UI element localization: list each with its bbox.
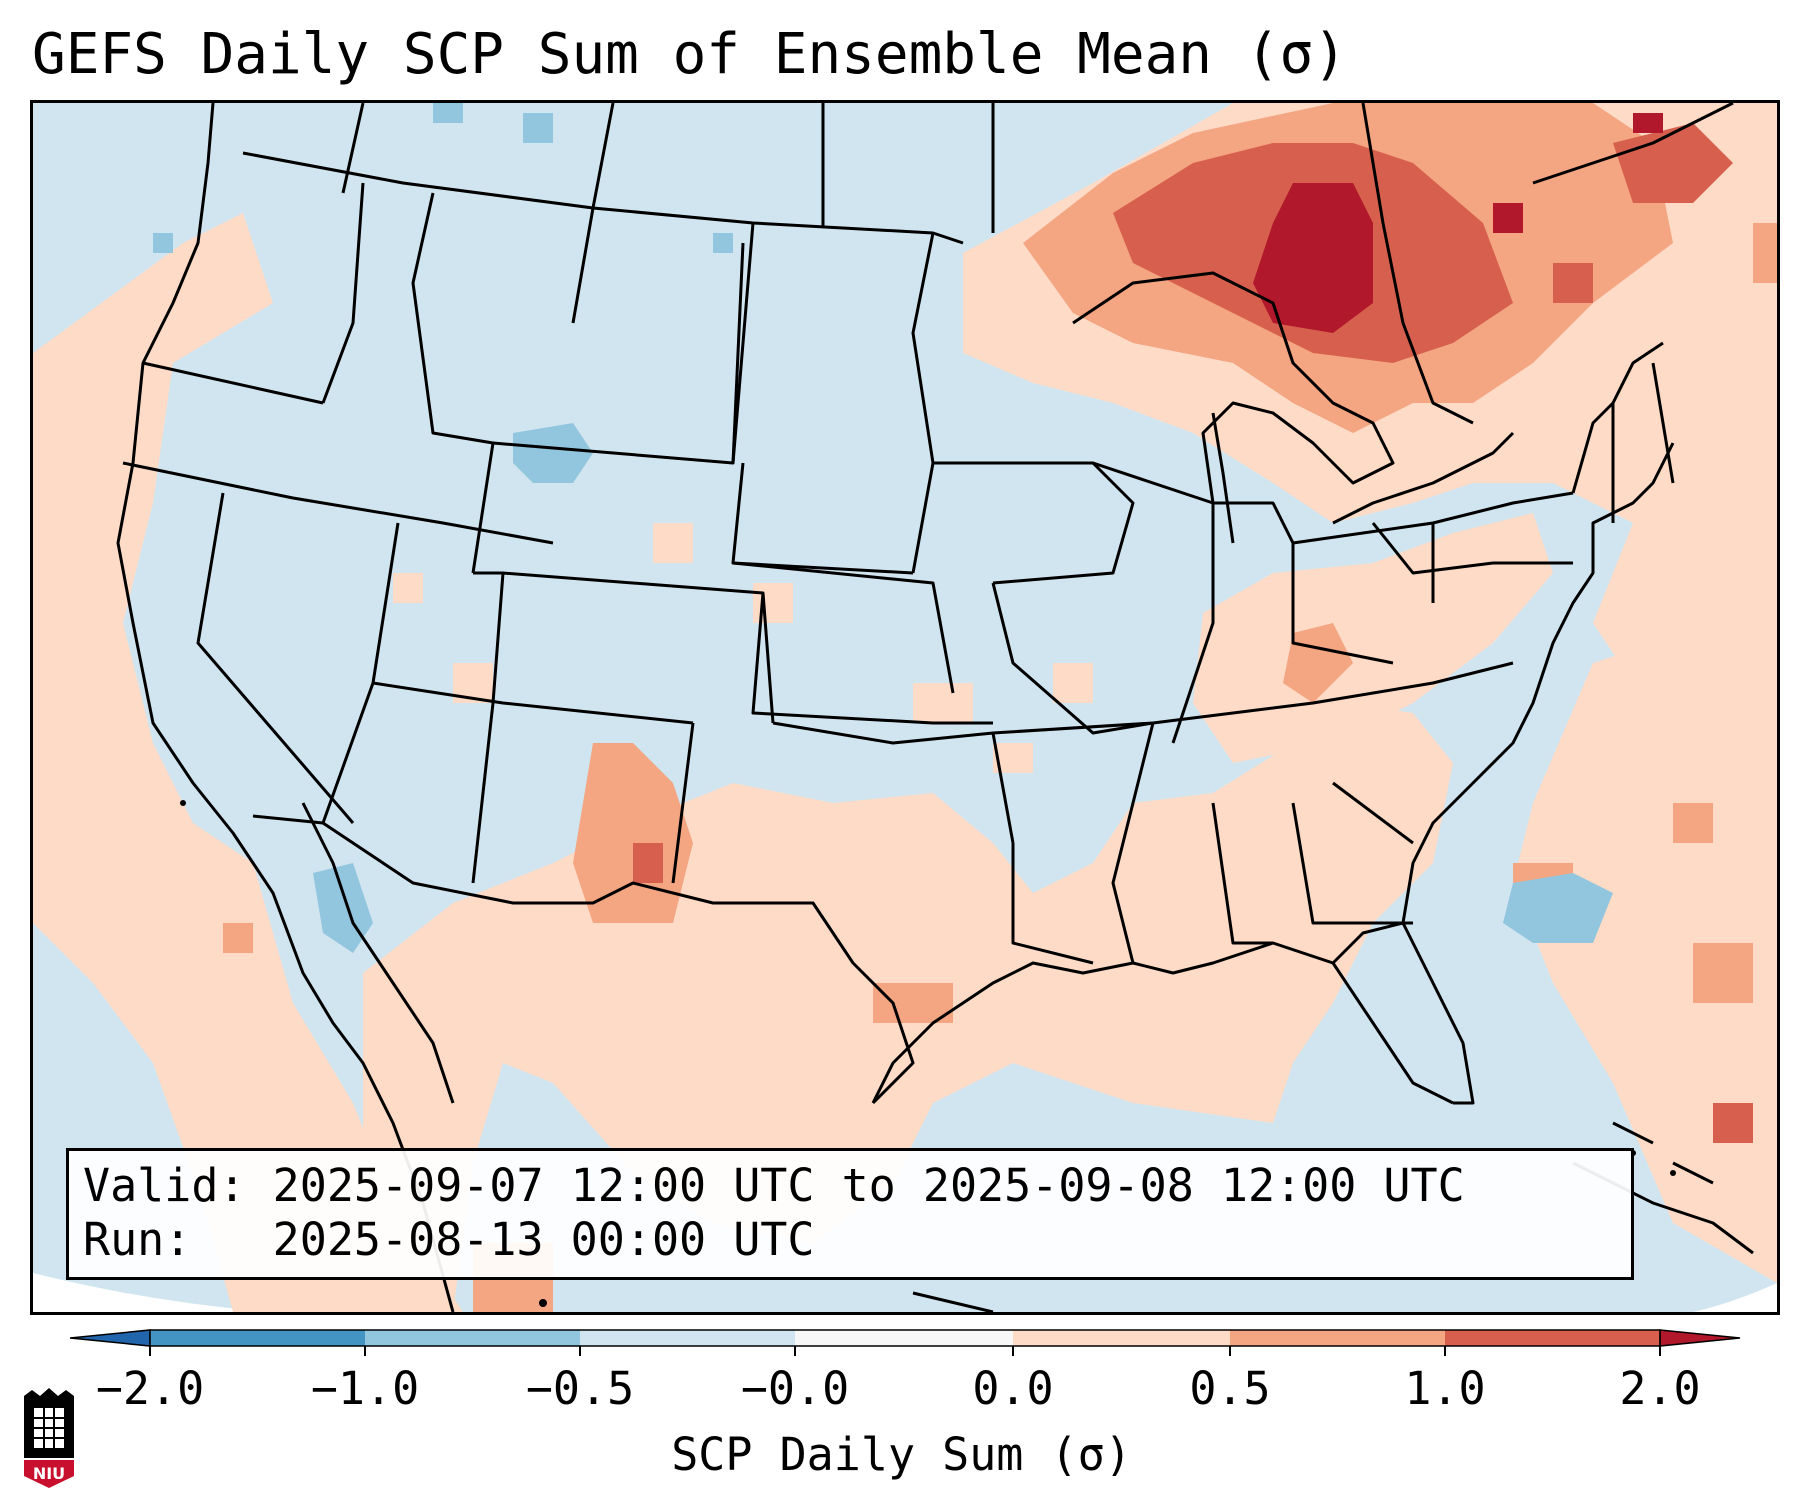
projection-edge-sw bbox=[33, 1273, 273, 1312]
colorbar-extend-low bbox=[70, 1329, 151, 1347]
colorbar-label: SCP Daily Sum (σ) bbox=[671, 1428, 1132, 1481]
valid-time-line: Valid: 2025-09-07 12:00 UTC to 2025-09-0… bbox=[83, 1159, 1465, 1212]
colorbar-tick-label: −2.0 bbox=[95, 1362, 205, 1415]
colorbar-segment bbox=[150, 1330, 365, 1346]
run-time-line: Run: 2025-08-13 00:00 UTC bbox=[83, 1213, 815, 1266]
colorbar-tick-label: 1.0 bbox=[1404, 1362, 1486, 1415]
anomaly-deepest-red bbox=[1253, 113, 1663, 333]
colorbar bbox=[70, 1329, 1741, 1356]
colorbar-segment bbox=[1230, 1330, 1445, 1346]
map-panel[interactable] bbox=[30, 100, 1780, 1315]
colorbar-tick-label: −1.0 bbox=[310, 1362, 420, 1415]
colorbar-tick-label: −0.5 bbox=[525, 1362, 635, 1415]
state-borders bbox=[116, 103, 1754, 1312]
colorbar-extend-high bbox=[1659, 1329, 1741, 1347]
niu-logo-text: NIU bbox=[33, 1464, 65, 1483]
colorbar-tick-label: 0.5 bbox=[1189, 1362, 1271, 1415]
colorbar-outline bbox=[149, 1329, 1661, 1347]
map-title: GEFS Daily SCP Sum of Ensemble Mean (σ) bbox=[32, 22, 1347, 87]
colorbar-tick-label: −0.0 bbox=[740, 1362, 850, 1415]
map-canvas bbox=[33, 103, 1777, 1312]
anomaly-light-blue bbox=[153, 103, 1613, 953]
colorbar-segment bbox=[795, 1330, 1013, 1346]
colorbar-segment bbox=[580, 1330, 795, 1346]
colorbar-tick-label: 2.0 bbox=[1619, 1362, 1701, 1415]
niu-logo-icon: NIU bbox=[24, 1388, 74, 1488]
projection-edge-se bbox=[1693, 1283, 1777, 1312]
colorbar-segment bbox=[1013, 1330, 1230, 1346]
valid-run-info-box: Valid: 2025-09-07 12:00 UTC to 2025-09-0… bbox=[66, 1148, 1634, 1280]
colorbar-segment bbox=[1445, 1330, 1660, 1346]
colorbar-segment bbox=[365, 1330, 580, 1346]
colorbar-tick-label: 0.0 bbox=[972, 1362, 1054, 1415]
